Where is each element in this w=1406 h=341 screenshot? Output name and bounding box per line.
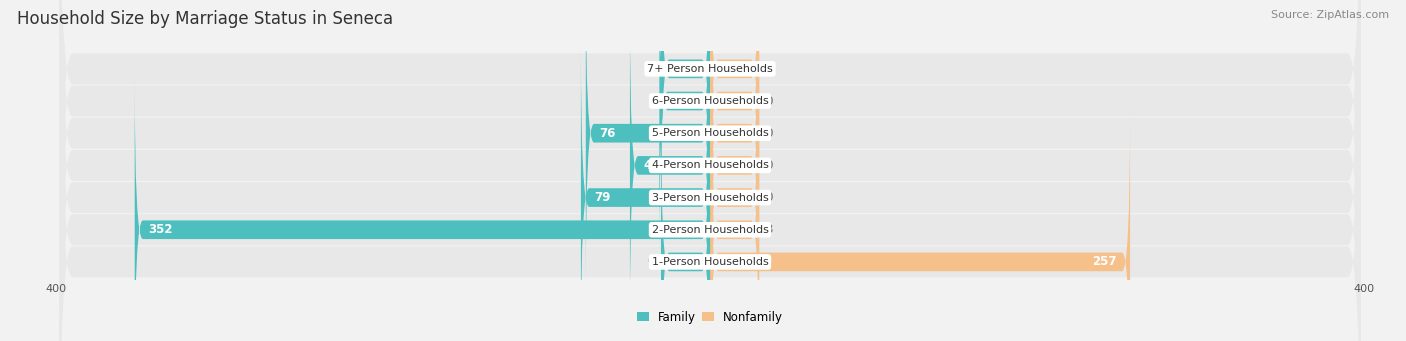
Text: 1-Person Households: 1-Person Households xyxy=(651,257,769,267)
FancyBboxPatch shape xyxy=(59,0,1361,341)
FancyBboxPatch shape xyxy=(710,110,1130,341)
Text: Household Size by Marriage Status in Seneca: Household Size by Marriage Status in Sen… xyxy=(17,10,394,28)
FancyBboxPatch shape xyxy=(586,0,710,285)
FancyBboxPatch shape xyxy=(661,110,710,341)
FancyBboxPatch shape xyxy=(135,78,710,341)
Text: 0: 0 xyxy=(647,62,654,75)
FancyBboxPatch shape xyxy=(59,0,1361,341)
FancyBboxPatch shape xyxy=(710,0,759,253)
FancyBboxPatch shape xyxy=(630,14,710,317)
Text: 0: 0 xyxy=(766,159,773,172)
FancyBboxPatch shape xyxy=(710,0,759,285)
Text: 3: 3 xyxy=(766,223,773,236)
FancyBboxPatch shape xyxy=(710,14,759,317)
Text: 31: 31 xyxy=(672,94,689,107)
FancyBboxPatch shape xyxy=(581,46,710,341)
FancyBboxPatch shape xyxy=(710,46,759,341)
Text: 79: 79 xyxy=(593,191,610,204)
FancyBboxPatch shape xyxy=(59,0,1361,311)
FancyBboxPatch shape xyxy=(710,78,759,341)
FancyBboxPatch shape xyxy=(59,20,1361,341)
Text: 49: 49 xyxy=(643,159,659,172)
Text: 257: 257 xyxy=(1092,255,1116,268)
Text: 3-Person Households: 3-Person Households xyxy=(651,193,769,203)
Text: 4-Person Households: 4-Person Households xyxy=(651,160,769,170)
Text: 0: 0 xyxy=(647,255,654,268)
Text: 0: 0 xyxy=(766,62,773,75)
Text: 352: 352 xyxy=(148,223,173,236)
FancyBboxPatch shape xyxy=(59,0,1361,341)
FancyBboxPatch shape xyxy=(59,0,1361,341)
Text: 5-Person Households: 5-Person Households xyxy=(651,128,769,138)
Text: 0: 0 xyxy=(766,127,773,140)
Text: 0: 0 xyxy=(766,94,773,107)
FancyBboxPatch shape xyxy=(661,0,710,220)
FancyBboxPatch shape xyxy=(710,0,759,220)
FancyBboxPatch shape xyxy=(59,0,1361,341)
Text: 6-Person Households: 6-Person Households xyxy=(651,96,769,106)
Text: Source: ZipAtlas.com: Source: ZipAtlas.com xyxy=(1271,10,1389,20)
Text: 0: 0 xyxy=(766,191,773,204)
Text: 2-Person Households: 2-Person Households xyxy=(651,225,769,235)
FancyBboxPatch shape xyxy=(659,0,710,253)
Legend: Family, Nonfamily: Family, Nonfamily xyxy=(637,311,783,324)
Text: 76: 76 xyxy=(599,127,616,140)
Text: 7+ Person Households: 7+ Person Households xyxy=(647,64,773,74)
